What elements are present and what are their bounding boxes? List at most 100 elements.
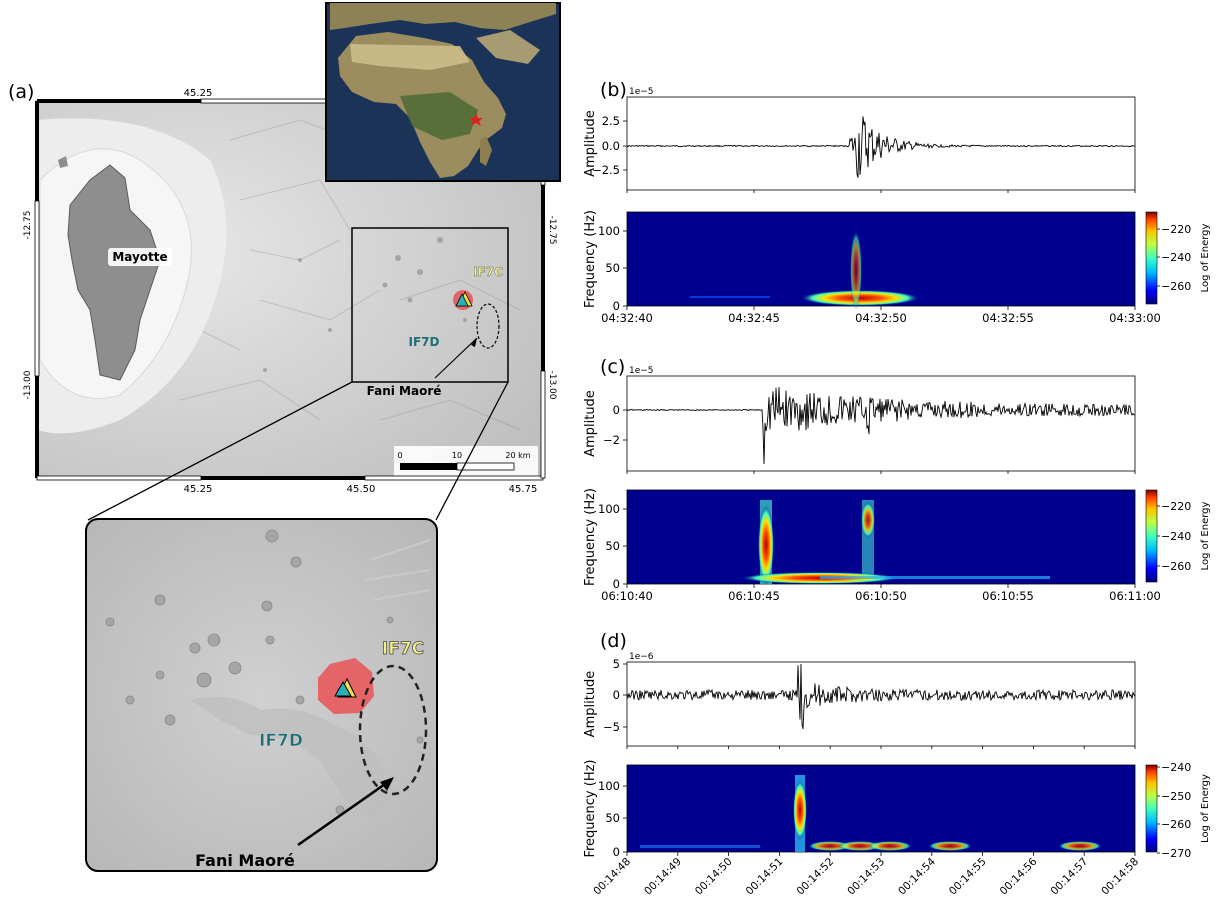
colorbar-tick: −260 <box>1161 818 1191 831</box>
scale-label-0: 0 <box>397 451 402 460</box>
colorbar-label: Log of Energy <box>1200 501 1211 570</box>
amplitude-tick: 0 <box>613 403 620 417</box>
colorbar-label: Log of Energy <box>1200 774 1211 843</box>
time-tick: 00:14:50 <box>693 856 735 898</box>
waveform-axes <box>626 375 1136 472</box>
volcano-outline <box>476 303 500 349</box>
lat-left-tick-2: -13.00 <box>23 370 33 399</box>
africa-inset-map <box>325 2 561 182</box>
colorbar-tick: −220 <box>1161 223 1191 236</box>
zoom-volcano-outline <box>358 664 428 796</box>
frequency-tick: 100 <box>598 224 620 238</box>
amplitude-axis-label: Amplitude <box>583 390 598 457</box>
time-tick: 04:32:40 <box>601 311 653 325</box>
amplitude-exponent: 1e−5 <box>629 366 654 376</box>
scale-label-20: 20 km <box>505 451 530 460</box>
time-tick: 00:14:56 <box>998 855 1040 897</box>
seismogram-trace <box>626 663 1136 729</box>
frequency-axis-label: Frequency (Hz) <box>583 759 598 857</box>
station-if7d-label: IF7D <box>409 335 440 349</box>
time-tick: 00:14:55 <box>947 856 989 898</box>
time-tick: 04:33:00 <box>1109 311 1161 325</box>
colorbar-label: Log of Energy <box>1200 223 1211 292</box>
time-tick: 00:14:57 <box>1048 856 1090 898</box>
panel-b-letter: (b) <box>600 79 627 101</box>
volcano-arrow <box>434 337 478 379</box>
colorbar <box>1145 764 1158 853</box>
lon-bottom-tick-2: 45.50 <box>347 484 376 495</box>
lon-bottom-tick-3: 45.75 <box>509 484 538 495</box>
station-if7c-label: IF7C <box>473 265 503 279</box>
amplitude-tick: 5 <box>613 657 620 671</box>
frequency-tick: 0 <box>613 845 620 859</box>
lon-top-tick: 45.25 <box>184 88 213 99</box>
spectrogram-axes <box>626 489 1136 585</box>
lat-right-tick-2: -13.00 <box>547 370 557 399</box>
colorbar-tick: −240 <box>1161 761 1191 774</box>
frequency-tick: 100 <box>598 779 620 793</box>
lat-right-tick-1: -12.75 <box>547 215 557 244</box>
waveform-axes <box>626 96 1136 191</box>
time-tick: 06:10:50 <box>855 589 907 603</box>
time-tick: 04:32:55 <box>982 311 1034 325</box>
zoom-volcano-label: Fani Maoré <box>195 851 295 870</box>
time-tick: 06:11:00 <box>1109 589 1161 603</box>
amplitude-exponent: 1e−6 <box>629 652 654 662</box>
scale-label-10: 10 <box>452 451 462 460</box>
amplitude-tick: 2.5 <box>602 114 620 128</box>
time-tick: 00:14:51 <box>744 856 786 898</box>
panel-a-letter: (a) <box>8 81 34 103</box>
time-tick: 06:10:55 <box>982 589 1034 603</box>
colorbar-tick: −250 <box>1161 790 1191 803</box>
amplitude-tick: −2 <box>603 433 620 447</box>
frequency-tick: 50 <box>605 539 620 553</box>
frequency-tick: 100 <box>598 502 620 516</box>
colorbar <box>1145 489 1158 583</box>
station-if7d-marker <box>455 293 469 307</box>
spectrogram-axes <box>626 211 1136 307</box>
seismogram-trace <box>627 116 1136 178</box>
frequency-tick: 50 <box>605 261 620 275</box>
panel-c-letter: (c) <box>600 356 625 378</box>
lon-bottom-tick-1: 45.25 <box>184 484 213 495</box>
volcano-label: Fani Maoré <box>367 384 442 398</box>
zoom-volcano-arrow <box>297 780 389 847</box>
amplitude-tick: −2.5 <box>592 163 620 177</box>
time-tick: 00:14:48 <box>591 856 633 898</box>
colorbar-tick: −270 <box>1161 847 1191 860</box>
scale-bar-box <box>394 446 538 476</box>
time-tick: 06:10:40 <box>601 589 653 603</box>
epicentre-star-icon <box>469 113 483 126</box>
spectrogram-axes <box>626 764 1136 853</box>
frequency-tick: 0 <box>613 299 620 313</box>
amplitude-axis-label: Amplitude <box>583 671 598 738</box>
zoom-connector-right <box>435 381 509 521</box>
frequency-axis-label: Frequency (Hz) <box>583 210 598 308</box>
zoom-extent-box <box>351 227 509 383</box>
colorbar <box>1145 211 1158 305</box>
time-tick: 00:14:53 <box>845 856 887 898</box>
amplitude-exponent: 1e−5 <box>629 87 654 97</box>
time-tick: 04:32:50 <box>855 311 907 325</box>
frequency-tick: 0 <box>613 577 620 591</box>
amplitude-tick: −5 <box>603 720 620 734</box>
waveform-axes <box>626 661 1136 747</box>
time-tick: 04:32:45 <box>728 311 780 325</box>
zoom-connector-left <box>87 381 353 521</box>
lat-left-tick-1: -12.75 <box>23 210 33 239</box>
zoom-station-if7d-marker <box>334 680 352 697</box>
colorbar-tick: −240 <box>1161 251 1191 264</box>
madagascar <box>480 136 492 166</box>
colorbar-tick: −240 <box>1161 530 1191 543</box>
amplitude-axis-label: Amplitude <box>583 110 598 177</box>
mayotte-island <box>67 164 161 381</box>
time-tick: 00:14:49 <box>642 856 684 898</box>
time-tick: 06:10:45 <box>728 589 780 603</box>
time-tick: 00:14:58 <box>1099 856 1141 898</box>
colorbar-tick: −260 <box>1161 280 1191 293</box>
zoom-map: IF7C IF7D Fani Maoré <box>85 518 438 872</box>
panel-d-letter: (d) <box>600 630 627 652</box>
zoom-station-if7d-label: IF7D <box>259 731 303 751</box>
